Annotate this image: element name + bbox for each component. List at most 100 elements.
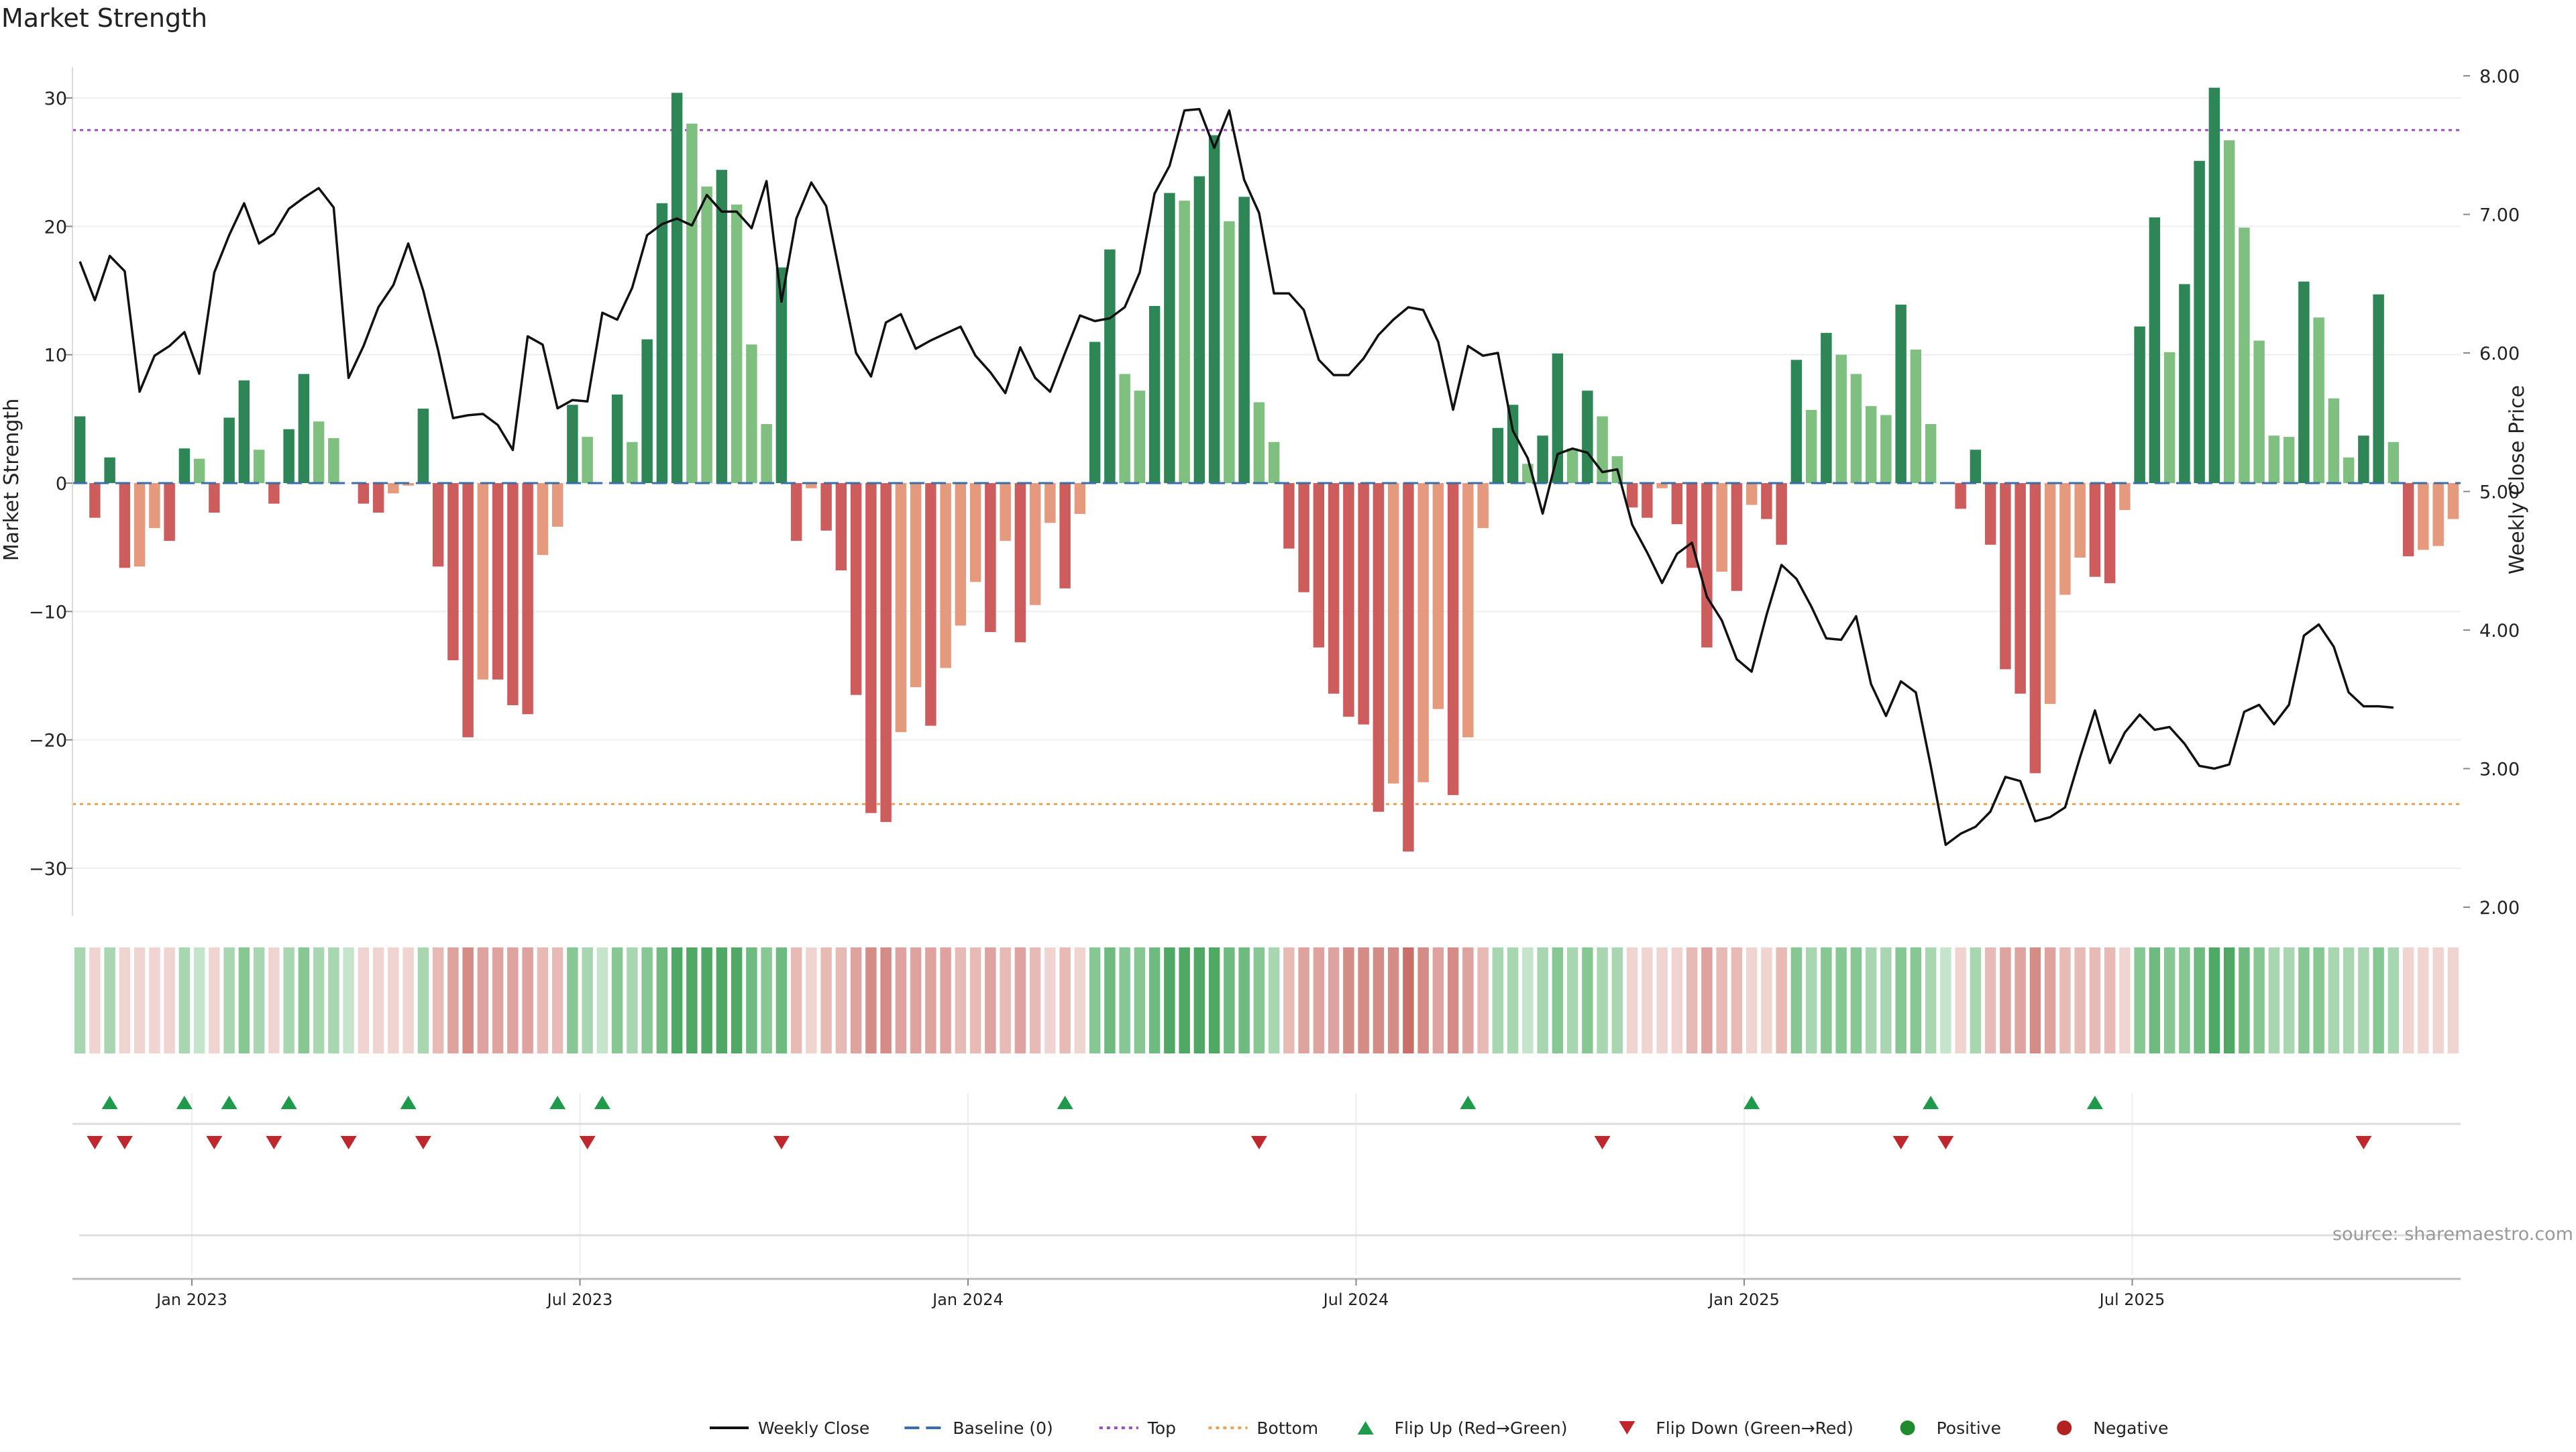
heat-cell: [1790, 947, 1803, 1053]
bar-positive: [611, 394, 623, 483]
flip-down-marker: [340, 1136, 357, 1149]
bar-negative: [1656, 483, 1668, 488]
bar-positive: [193, 458, 205, 483]
heat-cell: [507, 947, 519, 1053]
bar-negative: [1403, 483, 1414, 852]
heat-cell: [2104, 947, 2116, 1053]
heat-cell: [238, 947, 250, 1053]
bar-positive: [2134, 326, 2145, 483]
heat-cell: [298, 947, 310, 1053]
heat-cell: [865, 947, 877, 1053]
heat-cell: [611, 947, 623, 1053]
bar-negative: [2074, 483, 2086, 558]
bar-negative: [1626, 483, 1638, 508]
heat-cell: [1642, 947, 1653, 1053]
heat-cell: [940, 947, 951, 1053]
bar-negative: [149, 483, 160, 528]
heat-cell: [731, 947, 743, 1053]
bar-positive: [1224, 221, 1235, 483]
heat-cell: [1059, 947, 1071, 1053]
heat-cell: [969, 947, 981, 1053]
heat-cell: [1656, 947, 1668, 1053]
heat-cell: [2015, 947, 2026, 1053]
bar-positive: [2313, 317, 2324, 483]
bar-negative: [895, 483, 907, 733]
heat-cell: [1179, 947, 1190, 1053]
flip-down-marker: [415, 1136, 431, 1149]
heat-cell: [1746, 947, 1758, 1053]
heat-cell: [2283, 947, 2295, 1053]
bar-positive: [1492, 427, 1504, 483]
heat-cell: [388, 947, 399, 1053]
bar-negative: [537, 483, 549, 556]
heat-cell: [895, 947, 907, 1053]
heat-cell: [746, 947, 757, 1053]
bar-negative: [1746, 483, 1758, 505]
heat-cell: [1029, 947, 1041, 1053]
bar-positive: [1597, 416, 1608, 483]
heat-cell: [1701, 947, 1713, 1053]
bar-positive: [2179, 284, 2190, 483]
strength-bars: [74, 87, 2459, 852]
bar-negative: [2059, 483, 2071, 595]
legend-label: Flip Up (Red→Green): [1395, 1418, 1568, 1438]
legend-swatch-triangle-down: [1619, 1421, 1635, 1435]
y2-tick-label: 6.00: [2479, 344, 2520, 364]
bar-positive: [1134, 391, 1146, 483]
heat-cell: [761, 947, 772, 1053]
heat-cell: [2239, 947, 2250, 1053]
heat-cell: [2194, 947, 2205, 1053]
bar-negative: [133, 483, 146, 567]
bar-positive: [1089, 342, 1101, 483]
heat-cell: [1313, 947, 1325, 1053]
y-tick-label: −30: [29, 859, 67, 880]
heat-cell: [1298, 947, 1309, 1053]
bar-negative: [1701, 483, 1713, 647]
heat-cell: [1716, 947, 1727, 1053]
flip-up-marker: [549, 1096, 566, 1109]
bar-negative: [1462, 483, 1474, 737]
heat-cell: [2089, 947, 2101, 1053]
flip-up-marker: [176, 1096, 193, 1109]
flip-up-marker: [400, 1096, 417, 1109]
heat-cell: [1253, 947, 1265, 1053]
bar-negative: [2089, 483, 2101, 577]
bar-positive: [1582, 391, 1593, 483]
bar-positive: [1850, 374, 1862, 483]
heat-cell: [1164, 947, 1175, 1053]
heat-cell: [1940, 947, 1951, 1053]
bar-positive: [283, 429, 294, 483]
bar-positive: [641, 339, 653, 483]
bar-negative: [1373, 483, 1385, 812]
heat-cell: [417, 947, 429, 1053]
bar-negative: [1955, 483, 1966, 509]
x-tick-label: Jul 2024: [1322, 1290, 1389, 1309]
bar-negative: [1671, 483, 1683, 525]
bar-positive: [582, 437, 593, 483]
heat-cell: [119, 947, 131, 1053]
heat-cell: [1328, 947, 1340, 1053]
bar-negative: [402, 483, 414, 486]
heat-cell: [985, 947, 996, 1053]
flip-down-marker: [1594, 1136, 1611, 1149]
heat-cell: [1417, 947, 1429, 1053]
heat-cell: [1358, 947, 1369, 1053]
heat-cell: [2163, 947, 2176, 1053]
heat-cell: [2313, 947, 2324, 1053]
legend-label: Flip Down (Green→Red): [1656, 1418, 1854, 1438]
bar-negative: [1432, 483, 1444, 709]
bar-positive: [1268, 442, 1280, 483]
bar-positive: [716, 170, 728, 483]
bar-positive: [417, 409, 429, 483]
heat-cell: [2029, 947, 2041, 1053]
heat-cell: [2447, 947, 2459, 1053]
heat-cell: [1970, 947, 1982, 1053]
y-tick-label: 30: [44, 89, 67, 109]
bar-positive: [2358, 435, 2369, 483]
bar-positive: [2343, 457, 2355, 483]
bar-negative: [1447, 483, 1459, 795]
heat-cell: [358, 947, 370, 1053]
bar-negative: [1059, 483, 1071, 588]
bar-positive: [2387, 442, 2400, 483]
